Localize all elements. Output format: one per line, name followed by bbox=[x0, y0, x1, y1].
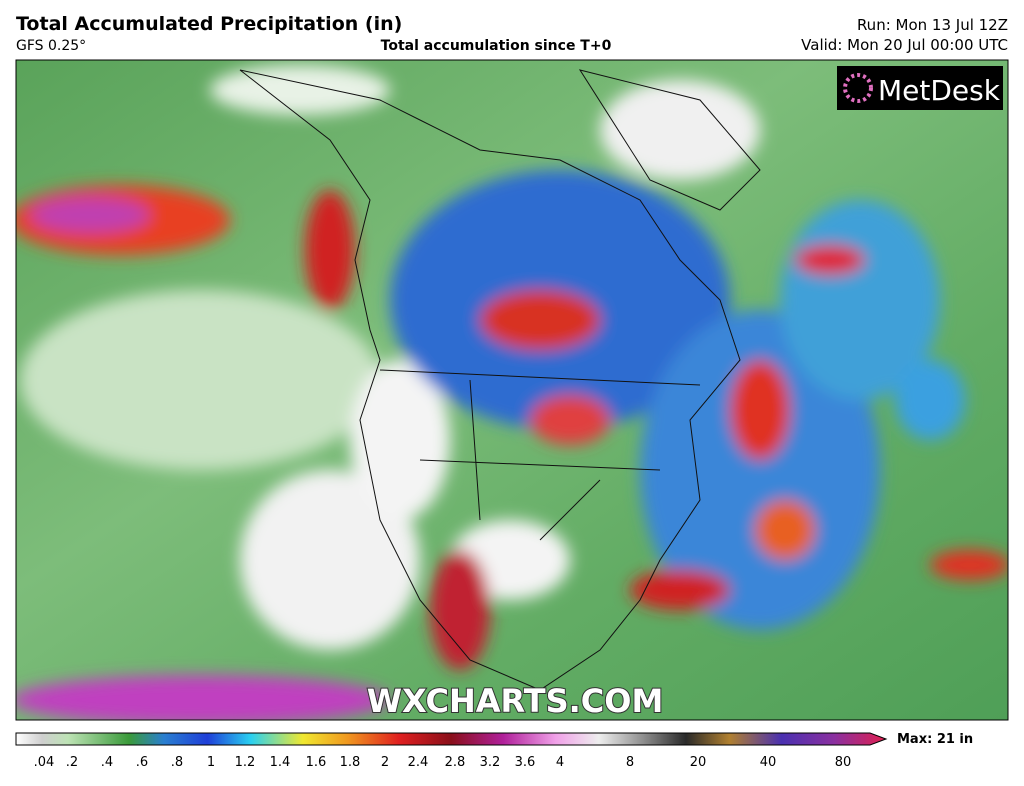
legend-tick-label: 40 bbox=[760, 755, 777, 770]
legend-tick-label: .6 bbox=[136, 755, 148, 770]
legend-tick-label: 20 bbox=[690, 755, 707, 770]
legend-max: Max: 21 in bbox=[897, 732, 973, 747]
subtitle: Total accumulation since T+0 bbox=[381, 38, 612, 54]
legend-tick-label: .2 bbox=[66, 755, 78, 770]
legend-tick-label: 1.6 bbox=[306, 755, 327, 770]
legend-tick-label: 8 bbox=[626, 755, 634, 770]
run: Run: Mon 13 Jul 12Z bbox=[857, 16, 1008, 34]
logo-box bbox=[837, 66, 1003, 110]
logo: MetDesk bbox=[878, 74, 1001, 107]
legend-tick-label: 2 bbox=[381, 755, 389, 770]
legend-tick-label: 1.4 bbox=[270, 755, 291, 770]
valid: Valid: Mon 20 Jul 00:00 UTC bbox=[801, 36, 1008, 54]
watermark: WXCHARTS.COM bbox=[367, 682, 664, 720]
map-border bbox=[15, 59, 1009, 721]
legend-tick-label: 3.6 bbox=[515, 755, 536, 770]
legend-tick-label: 1 bbox=[207, 755, 215, 770]
color-bar bbox=[15, 732, 888, 746]
legend-tick-label: 2.4 bbox=[408, 755, 429, 770]
map-field bbox=[16, 60, 1008, 720]
model: GFS 0.25° bbox=[16, 38, 86, 54]
logo-icon bbox=[843, 73, 873, 103]
title: Total Accumulated Precipitation (in) bbox=[16, 13, 402, 35]
legend-tick-label: 1.8 bbox=[340, 755, 361, 770]
legend-tick-label: 2.8 bbox=[445, 755, 466, 770]
legend-tick-label: 4 bbox=[556, 755, 564, 770]
legend-tick-label: 80 bbox=[835, 755, 852, 770]
legend-ticks: .04 .2 .4 .6 .8 1 1.2 1.4 1.6 1.8 2 2.4 2.8 3.2 3.6 4 8 2… bbox=[34, 755, 852, 770]
legend-tick-label: 1.2 bbox=[235, 755, 256, 770]
legend-tick-label: .8 bbox=[171, 755, 183, 770]
legend-tick-label: .04 bbox=[34, 755, 55, 770]
legend-tick-label: .4 bbox=[101, 755, 113, 770]
legend-tick-label: 3.2 bbox=[480, 755, 501, 770]
